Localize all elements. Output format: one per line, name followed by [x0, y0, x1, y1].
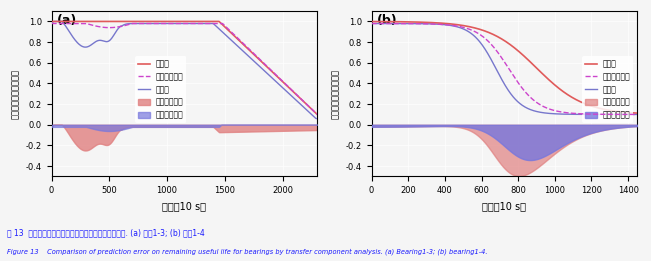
Text: (b): (b)	[377, 14, 398, 27]
X-axis label: 时间（10 s）: 时间（10 s）	[482, 201, 527, 211]
Y-axis label: 剩余寿命百分比预测值: 剩余寿命百分比预测值	[331, 69, 340, 119]
Y-axis label: 剩余寿命百分比预测值: 剩余寿命百分比预测值	[11, 69, 20, 119]
X-axis label: 时间（10 s）: 时间（10 s）	[162, 201, 206, 211]
Text: 图 13  迁移成分分析的轴承剩余使用寿命预测误差比较. (a) 轴扸1-3; (b) 轴扸1-4: 图 13 迁移成分分析的轴承剩余使用寿命预测误差比较. (a) 轴扸1-3; (…	[7, 228, 204, 237]
Text: Figure 13    Comparison of prediction error on remaining useful life for bearing: Figure 13 Comparison of prediction error…	[7, 248, 487, 255]
Legend: 真实值, 迁移成分分析, 未迁移, 未迁移的误差, 迁移后的误差: 真实值, 迁移成分分析, 未迁移, 未迁移的误差, 迁移后的误差	[135, 56, 186, 123]
Text: (a): (a)	[57, 14, 77, 27]
Legend: 真实值, 迁移成分分析, 未迁移, 未迁移的误差, 迁移后的误差: 真实值, 迁移成分分析, 未迁移, 未迁移的误差, 迁移后的误差	[582, 56, 633, 123]
